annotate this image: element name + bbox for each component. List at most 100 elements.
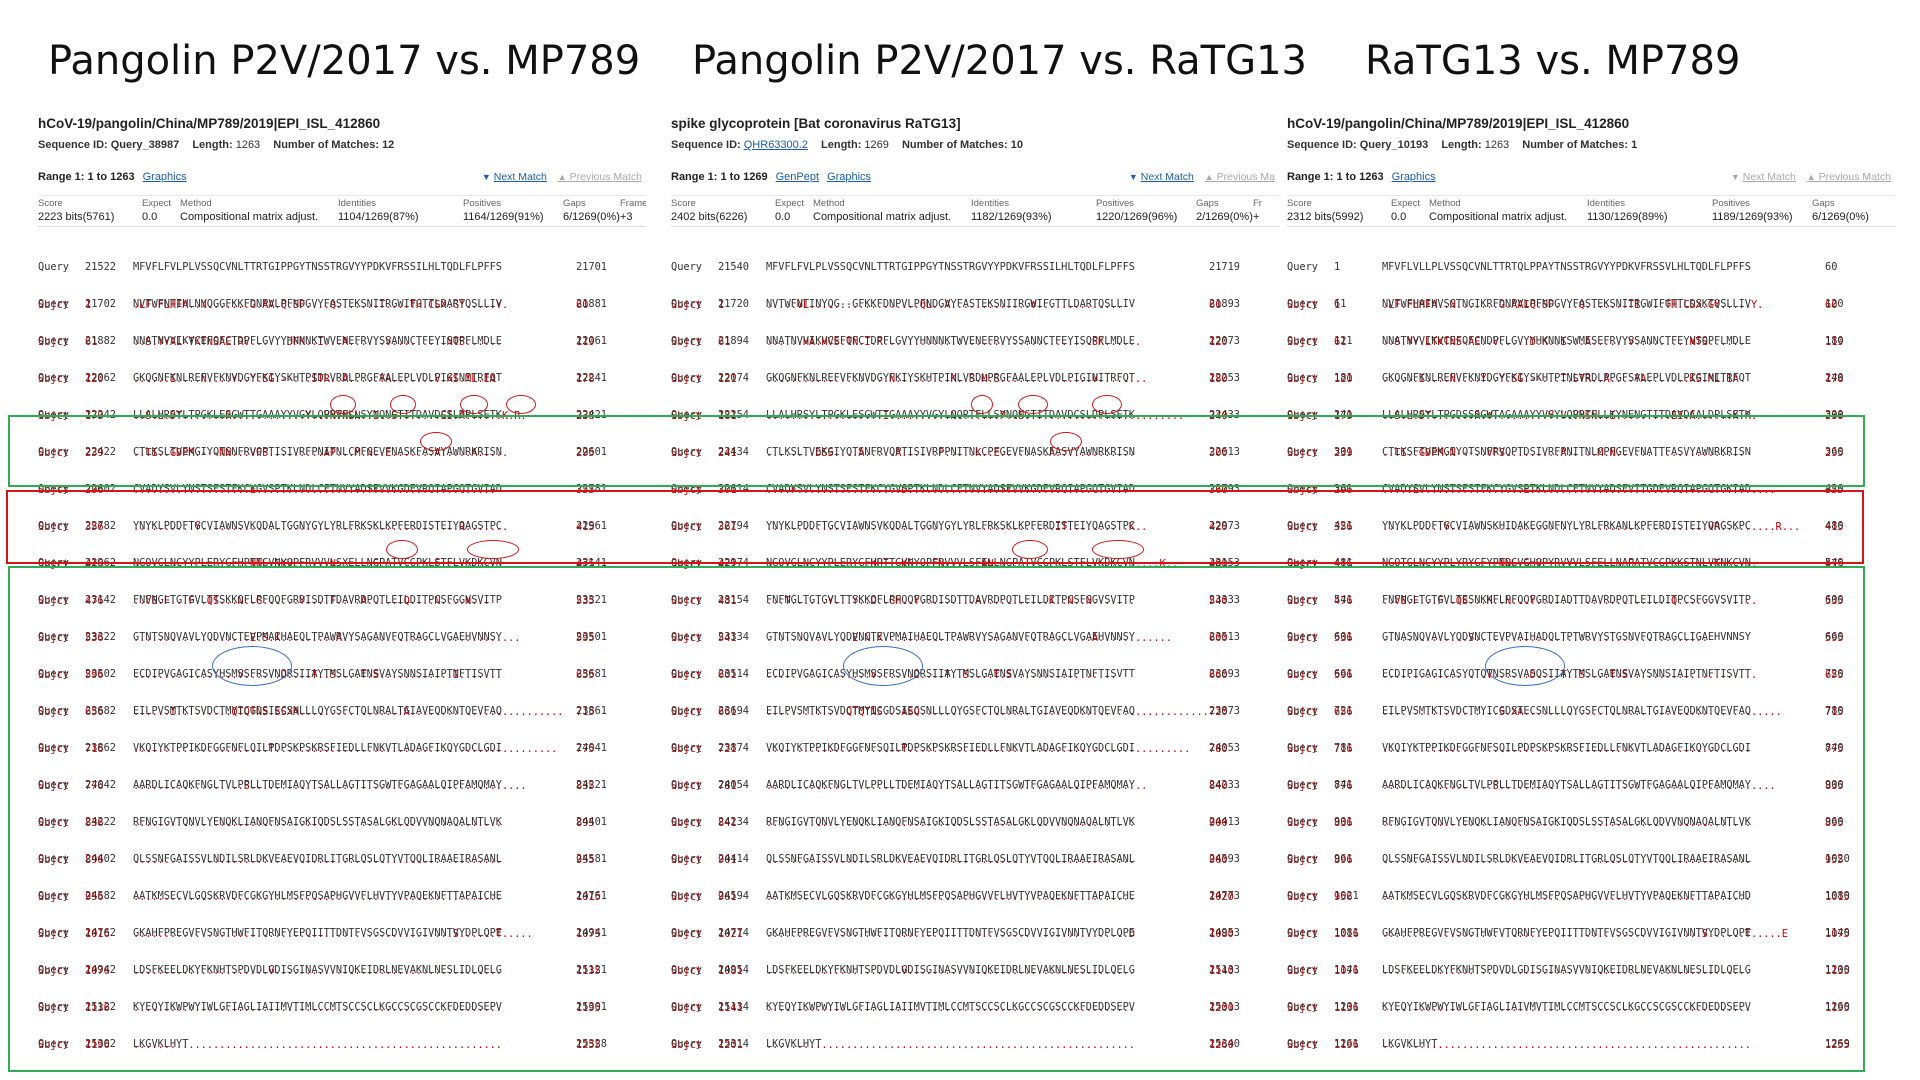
next-match-link[interactable]: Next Match [493,171,547,183]
alignment-block: Query 21540 MFVFLFVLPLVSSQCVNLTTRTGIPPGYTN… [671,236,1279,311]
query-start: 25134 [718,1001,749,1013]
subject-line: Sbjct 661 .............QTQTNS...ASQ.......… [671,706,1279,719]
alignment-stats: Score Expect Method Identities Positives Gaps… [38,195,646,227]
query-start: 24594 [718,890,749,902]
query-line: Query 24762 GKAHFPREGVFVSNGTHWFITQRNFYEPQI… [38,927,646,940]
seq-id[interactable]: QHR63300.2 [743,139,808,151]
sbjct-label: Sbjct [38,705,69,718]
subject-line: Sbjct1261.........1269 [671,1076,1279,1077]
query-start: 781 [1334,742,1353,754]
query-end: 23513 [1209,631,1240,643]
subject-line: Sbjct 1201...............................… [671,1039,1279,1052]
sbjct-label: Sbjct [38,927,69,940]
query-label: Query [1287,927,1318,939]
alignment-block: Query 24402 QLSSNFGAISSVLNDILSRLDKVEAEVQID… [38,828,646,903]
query-end: 1200 [1825,964,1850,976]
sbjct-sequence: ..TI..GDPM.N---..VFS.........A.....M.N..… [1382,446,1745,459]
sbjct-start: 541 [718,631,737,644]
sbjct-start: 536 [85,631,104,644]
sbjct-start: 781 [718,779,737,792]
stats-header: Gaps [1196,198,1219,209]
alignment-block: Query 23154 FNFNGLTGTGVLTTSKKQFLPFQQFGRDIS… [671,569,1279,644]
sbjct-start: 896 [85,853,104,866]
subject-line: Sbjct 120 ......I....N....Y..Y.SG.--...T.S… [1287,373,1895,386]
query-sequence: CTLKSLTVEKGIYQTSNFRVQPTISIVRFPNITNLCPFGE… [133,446,502,458]
sbjct-start: 361 [718,520,737,533]
sbjct-sequence: ......I.........QTQTNS.SSXA.............… [133,705,564,718]
query-sequence: AATKMSECVLGQSKRVDFCGKGYHLMSFPQSAPHGVVFLH… [766,890,1135,902]
query-line: Query 421 YNYKLPDDFTGCVIAWNSKHIDAKEGGNFNYL… [1287,520,1895,533]
query-end: 22613 [1209,446,1240,458]
query-line: Query 24774 GKAHFPREGVFVSNGTHWFITQRNFYEPQI… [671,927,1279,940]
query-end: 120 [1825,298,1844,310]
sbjct-start: 716 [1334,742,1353,755]
range-link-1[interactable]: Graphics [827,171,872,183]
length-value: 1263 [1484,139,1510,151]
sbjct-label: Sbjct [1287,1076,1334,1077]
query-line: Query 781 VKQIYKTPPIKDFGGFNFSQILPDPSKPSKRS… [1287,742,1895,755]
query-line: Query 22074 GKQGNFKNLREFVFKNVDGYFKIYSKHTPI… [671,372,1279,385]
query-line: Query 23862 VKQIYKTPPIKDFGGFNFLQILPDPSKPSK… [38,742,646,755]
query-label: Query [671,335,702,347]
query-line: Query 21894 NNATNVVIKVCEFQFCTDPFLGVYYHNNNK… [671,335,1279,348]
query-label: Query [671,520,702,532]
query-end: 24581 [576,853,607,865]
previous-match-link[interactable]: ▲ Previous Match [558,171,642,183]
subject-line: Sbjct 241 ........DSS....A.....A......P...… [671,447,1279,460]
range-link-0[interactable]: Graphics [1391,171,1436,183]
matches-value: 12 [382,139,395,151]
sbjct-end: 1075 [1825,927,1850,940]
up-triangle-icon: ▲ [1204,172,1214,182]
subject-line: Sbjct1256.....-..1263 [38,1076,646,1077]
sbjct-end: 295 [576,446,595,459]
sbjct-label: Sbjct [38,1076,85,1077]
sbjct-end: 119 [576,335,595,348]
sbjct-end: 960 [1209,853,1228,866]
previous-match-link[interactable]: ▲ Previous Match [1807,171,1891,183]
sbjct-start: 956 [1334,890,1353,903]
sbjct-sequence: .....-.. [133,1076,576,1077]
query-end: 240 [1825,372,1844,384]
stats-value: 0.0 [775,211,791,223]
down-triangle-icon: ▼ [1128,172,1138,182]
sbjct-end: 180 [1209,372,1228,385]
subject-line: Sbjct1256.....-..1263 [1287,1076,1895,1077]
stats-value: 6/1269(0%) [1812,211,1869,223]
sbjct-end: 775 [1825,742,1844,755]
query-end: 1140 [1825,927,1850,939]
sbjct-start: 239 [1334,446,1353,459]
sbjct-sequence: ......I....N....Y..Y.SG.--...T.STR..A...… [1382,372,1739,385]
subject-line: Sbjct 781................................… [671,780,1279,793]
query-sequence: KYEQYIKWPWYIWLGFIAGLIAIIMVTIMLCCMTSCCSCL… [766,1001,1135,1013]
query-end: 24233 [1209,779,1240,791]
subject-line: Sbjct 836................................… [1287,817,1895,830]
subject-line: Sbjct 956................................… [1287,891,1895,904]
previous-match-label: Previous Ma [1216,171,1275,183]
sbjct-sequence: ......... [766,1076,1209,1077]
sbjct-start: 536 [1334,631,1353,644]
range-link-0[interactable]: Graphics [142,171,187,183]
sbjct-start: 896 [1334,853,1353,866]
sbjct-sequence: ...T......Y...Y..D..GH..Y.........A.....… [766,594,1135,607]
stats-header: Identities [1587,198,1626,209]
previous-match-link[interactable]: ▲ Previous Ma [1205,171,1275,183]
query-sequence: MFVFLFVLPLVSSQCVNLTTRTGIPPGYTNSSTRGVYYPD… [766,261,1135,273]
range-link-0[interactable]: GenPept [775,171,820,183]
sbjct-start: 1196 [85,1038,110,1051]
sbjct-end: 595 [1825,631,1844,644]
sbjct-label: Sbjct [1287,705,1318,718]
query-line: Query 181 GKQGNFKNLREFVFKNIDGYFKIYSKHTPINL… [1287,372,1895,385]
query-line: Query 21540 MFVFLFVLPLVSSQCVNLTTRTGIPPGYTN… [671,261,1279,274]
next-match-link[interactable]: Next Match [1742,171,1796,183]
subject-line: Sbjct 961................................… [671,891,1279,904]
query-sequence: FNFNGLTGTGVLTESNKKFLPFQQFGRDIADTTDAVRDPQ… [1382,594,1751,606]
query-label: Query [671,298,702,310]
stats-value: 6/1269(0%) [563,211,620,223]
query-sequence: LKGVKLHYT [133,1038,189,1050]
next-match-link[interactable]: Next Match [1140,171,1194,183]
sbjct-start: 1256 [1334,1076,1382,1077]
query-end: 23501 [576,631,607,643]
sbjct-sequence: ........................................… [1382,853,1751,866]
red-oval-p2-c [1092,395,1122,414]
